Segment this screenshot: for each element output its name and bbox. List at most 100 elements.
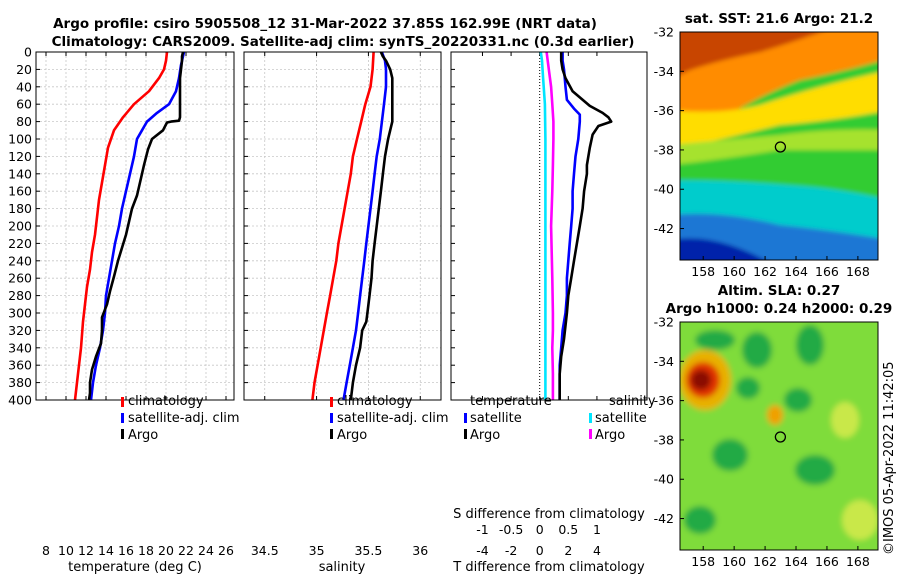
legend-swatch-argo: [330, 429, 333, 439]
salinity-series: [311, 51, 394, 401]
s-diff-tick-label: 0: [536, 522, 544, 537]
sst-field: [680, 32, 878, 260]
x-tick-label: 2: [564, 543, 572, 558]
map-x-tick-label: 158: [691, 554, 715, 569]
x-tick-label: 24: [198, 543, 214, 558]
sla-neutral-2: [842, 500, 878, 540]
salinity-tick-labels: 34.5 35 35.5 36: [244, 51, 428, 558]
sla-map-panel: Altim. SLA: 0.27 Argo h1000: 0.24 h2000:…: [654, 283, 893, 569]
map-x-tick-label: 168: [846, 264, 870, 279]
figure-title-line2: Climatology: CARS2009. Satellite-adj cli…: [52, 34, 635, 50]
sla-neutral-1: [831, 402, 859, 438]
y-tick-label: 220: [8, 236, 32, 251]
y-tick-label: 40: [16, 79, 32, 94]
y-tick-label: 180: [8, 201, 32, 216]
map-x-tick-label: 162: [753, 264, 777, 279]
map-x-tick-label: 162: [753, 554, 777, 569]
legend-title-temperature: temperature: [470, 394, 552, 409]
map-y-tick-label: -40: [654, 182, 674, 197]
map-y-tick-label: -42: [654, 221, 674, 236]
y-tick-label: 200: [8, 219, 32, 234]
s-diff-tick-label: 1: [593, 522, 601, 537]
legend-label-s-satellite: satellite: [595, 411, 647, 426]
series-line-salinity-satellite: [539, 51, 547, 400]
y-tick-label: 140: [8, 166, 32, 181]
sst-lightgreen-band: [680, 129, 878, 164]
y-tick-label: 320: [8, 323, 32, 338]
sla-high-core: [691, 370, 711, 390]
x-tick-label: -4: [476, 543, 489, 558]
sla-low-6: [712, 439, 748, 471]
map-x-tick-label: 166: [815, 264, 839, 279]
sla-low-3: [796, 325, 824, 365]
series-line-argo: [349, 51, 394, 401]
legend-swatch-t-argo: [464, 429, 467, 439]
t-difference-xlabel: T difference from climatology: [452, 560, 645, 575]
sst-axis-ticks: 158 160 162 164 166 168 -32 -34 -36 -38 -40 -42: [654, 25, 870, 280]
salinity-legend: climatology satellite-adj. clim Argo: [330, 394, 449, 443]
y-tick-label: 100: [8, 132, 32, 147]
temperature-axes-frame: [35, 51, 235, 401]
map-x-tick-label: 158: [691, 264, 715, 279]
legend-swatch-s-satellite: [589, 413, 592, 423]
map-x-tick-label: 160: [722, 554, 746, 569]
legend-swatch-climatology: [330, 397, 333, 407]
argo-location-marker: [774, 141, 787, 153]
x-tick-label: 14: [98, 543, 114, 558]
legend-label-argo: Argo: [337, 428, 367, 443]
x-tick-label: 18: [138, 543, 154, 558]
sla-low-8: [684, 506, 716, 534]
sla-map-title-line1: Altim. SLA: 0.27: [718, 283, 840, 299]
salinity-panel: 34.5 35 35.5 36 salinity climatology satell…: [243, 51, 449, 575]
s-diff-tick-label: -0.5: [499, 522, 523, 537]
s-diff-tick-label: 0.5: [558, 522, 578, 537]
series-line-climatology: [311, 51, 375, 401]
t-difference-tick-labels: -4 -2 0 2 4: [451, 51, 601, 558]
y-tick-label: 260: [8, 271, 32, 286]
map-y-tick-label: -32: [654, 315, 674, 330]
x-tick-label: -2: [505, 543, 517, 558]
legend-swatch-climatology: [121, 397, 124, 407]
salinity-xlabel: salinity: [319, 560, 366, 575]
temperature-panel: 0 20 40 60 80 100 120 140 160 180 200 220 240 260 280 3…: [8, 45, 239, 576]
sla-low-7: [795, 455, 835, 485]
map-y-tick-label: -38: [654, 432, 674, 447]
temperature-tick-labels: 8 10 12 14 16 18 20 22 24 26: [36, 51, 234, 558]
legend-label-s-argo: Argo: [595, 428, 625, 443]
figure-title-line1: Argo profile: csiro 5905508_12 31-Mar-20…: [53, 16, 597, 32]
sst-yellow-band: [680, 72, 878, 148]
temperature-diff-legend: temperature satellite Argo: [464, 394, 552, 443]
s-diff-tick-label: -1: [476, 522, 488, 537]
sla-axis-ticks: 158 160 162 164 166 168 -32 -34 -36 -38 -40 -42: [654, 315, 870, 570]
y-tick-label: 280: [8, 288, 32, 303]
sst-warmest-band: [680, 32, 821, 75]
y-tick-label: 240: [8, 253, 32, 268]
legend-swatch-t-satellite: [464, 413, 467, 423]
map-x-tick-label: 166: [815, 554, 839, 569]
x-tick-label: 10: [58, 543, 74, 558]
x-tick-label: 34.5: [251, 543, 279, 558]
argo-location-marker: [774, 431, 787, 443]
y-tick-label: 0: [24, 45, 32, 60]
x-tick-label: 36: [412, 543, 428, 558]
map-y-tick-label: -38: [654, 142, 674, 157]
map-y-tick-label: -36: [654, 393, 674, 408]
s-difference-tick-labels: -1 -0.5 0 0.5 1: [476, 522, 601, 537]
imos-watermark: ©IMOS 05-Apr-2022 11:42:05: [882, 361, 897, 555]
y-tick-label: 20: [16, 62, 32, 77]
temperature-legend: climatology satellite-adj. clim Argo: [121, 394, 240, 443]
series-line-satellite-adj-clim: [342, 51, 388, 401]
s-difference-xlabel: S difference from climatology: [453, 507, 645, 522]
y-tick-label: 300: [8, 306, 32, 321]
salinity-diff-legend: salinity satellite Argo: [589, 394, 656, 443]
difference-series: [539, 51, 613, 400]
sst-coldest-band: [680, 238, 765, 260]
y-tick-label: 80: [16, 114, 32, 129]
x-tick-label: 22: [178, 543, 194, 558]
map-x-tick-label: 164: [784, 264, 808, 279]
x-tick-label: 8: [42, 543, 50, 558]
sla-low-4: [736, 377, 760, 399]
series-line-climatology: [73, 51, 169, 401]
legend-label-t-satellite: satellite: [470, 411, 522, 426]
x-tick-label: 26: [218, 543, 234, 558]
